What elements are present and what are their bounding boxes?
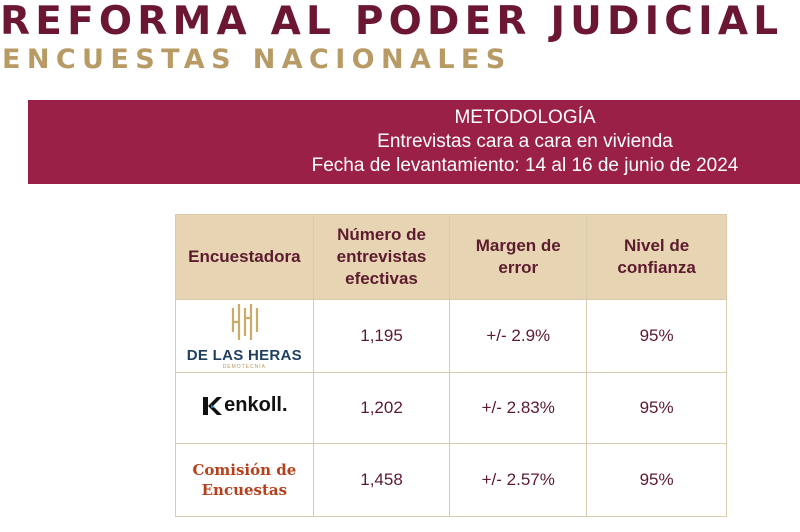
page-subtitle: ENCUESTAS NACIONALES [2,44,512,75]
table-row: Comisión de Encuestas 1,458 +/- 2.57% 95… [175,443,727,517]
enkoll-mark-icon [203,396,223,415]
banner-date: Fecha de levantamiento: 14 al 16 de juni… [311,155,739,176]
interviews-cell: 1,458 [312,443,451,517]
confidence-cell: 95% [586,299,727,373]
header-pollster: Encuestadora [175,214,314,300]
header-interviews: Número de entrevistas efectivas [312,214,451,300]
table-header-row: Encuestadora Número de entrevistas efect… [175,214,727,300]
interviews-cell: 1,195 [312,299,451,373]
de-las-heras-name: DE LAS HERAS [186,347,302,364]
header-margin: Margen de error [449,214,588,300]
banner-method: Entrevistas cara a cara en vivienda [377,131,673,152]
enkoll-logo: enkoll. [201,394,288,417]
enkoll-name: enkoll. [224,394,288,417]
comision-logo: Comisión de Encuestas [176,460,313,500]
pollster-cell: enkoll. [175,372,314,444]
table-row: DE LAS HERAS DEMOTECNIA 1,195 +/- 2.9% 9… [175,299,727,373]
comision-line2: Encuestas [201,481,288,499]
de-las-heras-mark-icon [232,304,259,340]
header-interviews-label: Número de entrevistas efectivas [336,225,427,288]
header-margin-label: Margen de error [475,236,561,277]
page-title: REFORMA AL PODER JUDICIAL [0,0,784,44]
banner-heading: METODOLOGÍA [454,107,596,128]
margin-cell: +/- 2.57% [449,443,588,517]
margin-cell: +/- 2.83% [449,372,588,444]
header-confidence-label: Nivel de confianza [617,236,696,277]
de-las-heras-logo: DE LAS HERAS DEMOTECNIA [176,302,313,370]
survey-table: Encuestadora Número de entrevistas efect… [175,214,727,517]
interviews-cell: 1,202 [312,372,451,444]
table-row: enkoll. 1,202 +/- 2.83% 95% [175,372,727,444]
pollster-cell: DE LAS HERAS DEMOTECNIA [175,299,314,373]
confidence-cell: 95% [586,372,727,444]
confidence-cell: 95% [586,443,727,517]
methodology-banner: METODOLOGÍA Entrevistas cara a cara en v… [28,100,800,184]
de-las-heras-sub: DEMOTECNIA [222,364,267,370]
margin-cell: +/- 2.9% [449,299,588,373]
header-confidence: Nivel de confianza [586,214,727,300]
comision-line1: Comisión de [192,461,297,479]
pollster-cell: Comisión de Encuestas [175,443,314,517]
